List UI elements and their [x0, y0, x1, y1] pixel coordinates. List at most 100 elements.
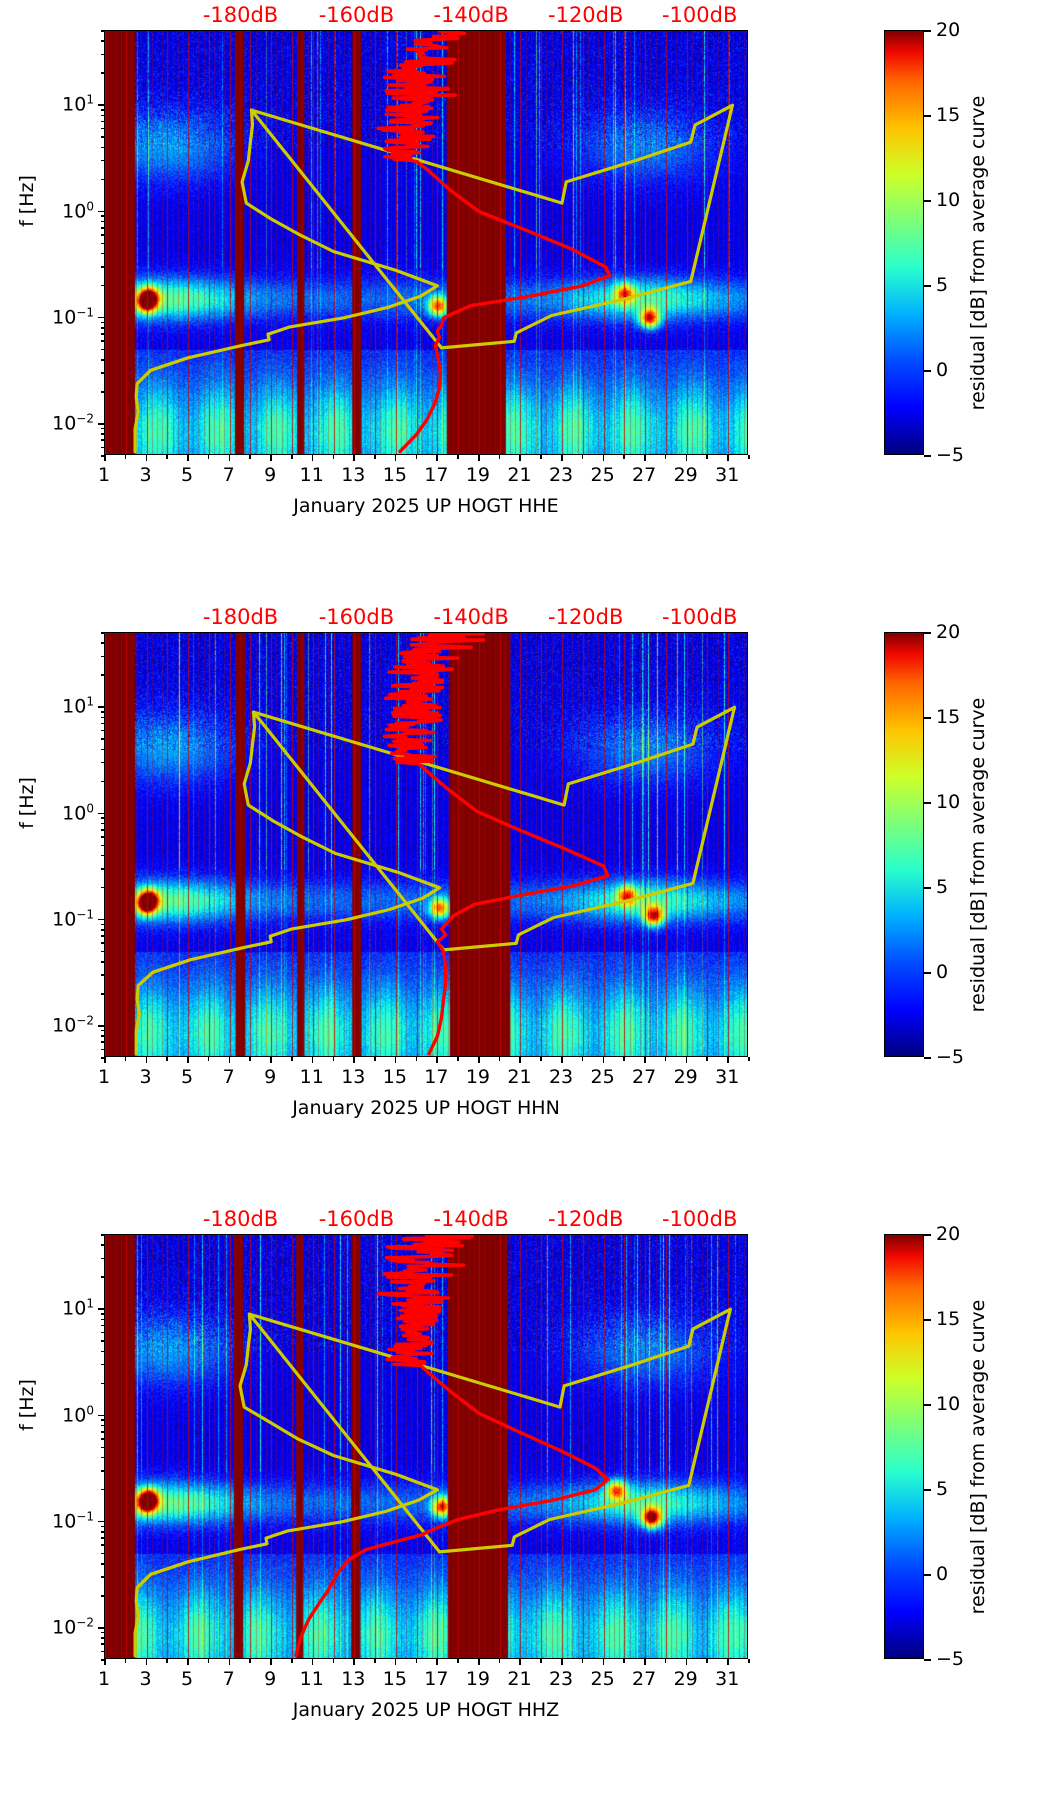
x-minor-tick — [498, 1659, 501, 1663]
colorbar-tick-mark-0 — [924, 1057, 931, 1059]
colorbar-tick-mark-5 — [924, 632, 931, 634]
x-tick-label-0: 1 — [97, 464, 111, 486]
x-minor-tick — [457, 455, 459, 459]
x-minor-tick — [166, 455, 168, 459]
x-minor-tick — [457, 1057, 459, 1061]
colorbar-hhe — [884, 30, 924, 455]
x-tick-label-7: 15 — [382, 1066, 407, 1088]
x-minor-tick — [540, 1659, 542, 1663]
y-minor-tick — [100, 1029, 104, 1032]
x-minor-tick — [374, 455, 376, 459]
x-tick-mark-4 — [270, 455, 272, 461]
y-tick-label-2: 100 — [62, 1402, 94, 1427]
x-tick-mark-9 — [477, 1659, 480, 1665]
colorbar-tick-label-4: 15 — [936, 104, 961, 126]
y-minor-tick — [100, 828, 104, 831]
x-minor-tick — [374, 1659, 376, 1663]
db-annotation-2: -140dB — [433, 3, 509, 27]
x-minor-tick — [207, 455, 210, 459]
colorbar-tick-label-1: 0 — [936, 1563, 949, 1585]
x-minor-tick — [207, 1057, 210, 1061]
y-minor-tick — [100, 284, 104, 287]
x-tick-label-0: 1 — [97, 1066, 111, 1088]
x-minor-tick — [415, 1659, 418, 1663]
x-minor-tick — [706, 455, 709, 459]
y-minor-tick — [100, 780, 104, 783]
db-annotation-0: -180dB — [202, 605, 279, 629]
y-tick-label-1: 10−1 — [52, 305, 94, 329]
db-annotation-2: -140dB — [433, 1207, 509, 1231]
x-tick-label-11: 23 — [548, 464, 574, 486]
x-tick-mark-7 — [394, 455, 397, 461]
y-minor-tick — [100, 1643, 104, 1646]
x-tick-label-8: 17 — [424, 464, 449, 486]
x-tick-mark-2 — [187, 1659, 189, 1665]
panel-title-hhn: January 2025 UP HOGT HHN — [292, 1097, 560, 1119]
y-minor-tick — [100, 159, 104, 162]
x-tick-mark-8 — [436, 1057, 438, 1063]
y-minor-tick — [100, 1595, 104, 1597]
y-minor-tick — [100, 716, 104, 719]
colorbar-tick-mark-0 — [924, 455, 931, 457]
colorbar-hhn — [884, 632, 924, 1057]
x-minor-tick — [540, 455, 542, 459]
x-minor-tick — [207, 1659, 210, 1663]
y-tick-label-2: 100 — [62, 800, 94, 825]
x-tick-mark-15 — [727, 1057, 729, 1063]
y-minor-tick — [100, 1041, 104, 1044]
x-minor-tick — [581, 455, 584, 459]
x-minor-tick — [623, 455, 625, 459]
y-minor-tick — [100, 1525, 104, 1528]
reference-curve-left — [134, 710, 442, 1056]
y-minor-tick — [100, 1419, 104, 1421]
x-minor-tick — [124, 1659, 127, 1663]
y-minor-tick — [100, 146, 104, 149]
x-tick-mark-5 — [311, 1659, 314, 1665]
y-tick-mark-2 — [98, 210, 104, 213]
colorbar-tick-label-1: 0 — [936, 359, 949, 381]
x-tick-label-5: 11 — [299, 1066, 324, 1088]
y-axis-label: f [Hz] — [16, 777, 38, 829]
y-minor-tick — [100, 327, 104, 329]
y-minor-tick — [100, 1257, 104, 1260]
y-minor-tick — [100, 333, 104, 335]
x-tick-mark-9 — [477, 455, 480, 461]
colorbar-tick-mark-2 — [924, 285, 931, 287]
y-minor-tick — [100, 340, 104, 342]
x-tick-label-9: 19 — [465, 1066, 491, 1088]
x-tick-label-2: 5 — [181, 464, 194, 486]
curves-overlay-hhe — [133, 31, 735, 454]
y-minor-tick — [100, 215, 104, 217]
x-tick-label-14: 29 — [673, 1066, 698, 1088]
y-minor-tick — [100, 923, 104, 926]
colorbar-hhz — [884, 1234, 924, 1659]
x-tick-label-15: 31 — [715, 1668, 740, 1690]
y-minor-tick — [100, 1048, 104, 1051]
y-minor-tick — [100, 1234, 104, 1236]
x-tick-label-15: 31 — [715, 464, 740, 486]
y-minor-tick — [100, 348, 104, 351]
reference-curve-link — [247, 1312, 442, 1554]
y-minor-tick — [100, 1382, 104, 1385]
x-minor-tick — [664, 1659, 667, 1663]
x-tick-mark-4 — [270, 1057, 272, 1063]
reference-curve-lower-right — [437, 1307, 732, 1554]
db-annotation-3: -120dB — [548, 1207, 624, 1231]
x-tick-label-13: 27 — [632, 1668, 657, 1690]
x-tick-mark-15 — [727, 1659, 729, 1665]
x-minor-tick — [706, 1659, 709, 1663]
y-tick-label-0: 10−2 — [52, 1013, 94, 1037]
psd-curve — [382, 633, 610, 1056]
y-minor-tick — [100, 642, 104, 644]
x-tick-label-2: 5 — [181, 1066, 194, 1088]
x-tick-label-11: 23 — [548, 1668, 574, 1690]
x-minor-tick — [374, 1057, 376, 1061]
y-minor-tick — [100, 427, 104, 430]
x-minor-tick — [748, 455, 750, 459]
x-tick-mark-5 — [311, 1057, 314, 1063]
db-annotation-3: -120dB — [548, 605, 624, 629]
y-minor-tick — [100, 761, 104, 764]
y-minor-tick — [100, 109, 104, 111]
y-minor-tick — [100, 359, 104, 361]
